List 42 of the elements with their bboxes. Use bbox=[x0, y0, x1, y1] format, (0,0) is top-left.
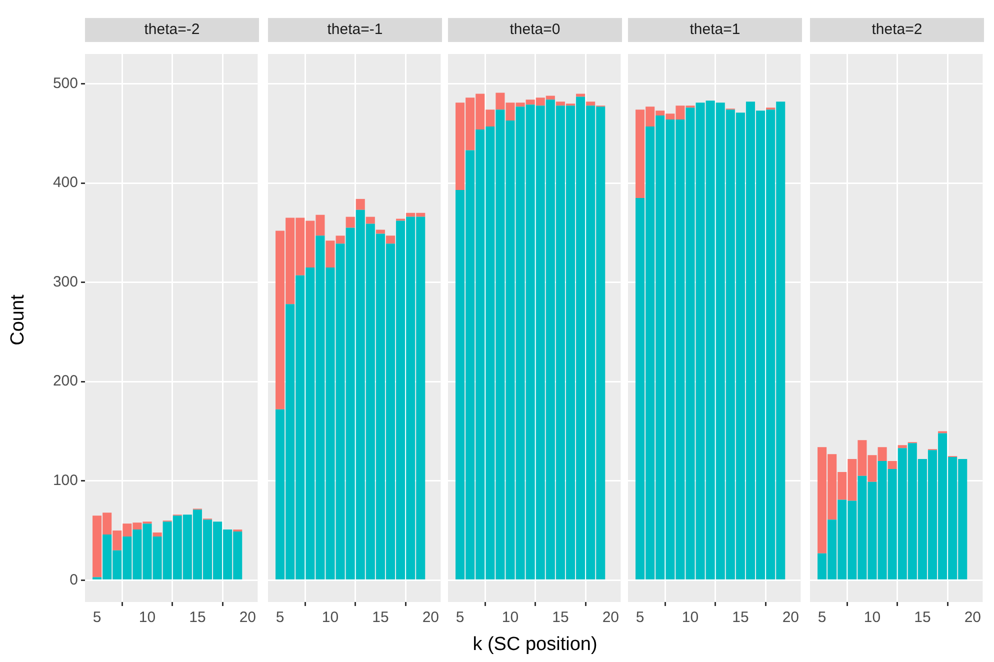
bar bbox=[376, 230, 385, 234]
y-tick-label: 400 bbox=[52, 174, 78, 192]
bar bbox=[898, 445, 907, 448]
bar bbox=[386, 236, 396, 244]
x-tick-label: 15 bbox=[552, 609, 569, 626]
bar bbox=[576, 94, 586, 97]
x-axis-title: k (SC position) bbox=[472, 634, 598, 656]
x-tick-label: 5 bbox=[456, 609, 464, 626]
bar bbox=[586, 102, 596, 106]
x-tick-label: 10 bbox=[864, 609, 881, 626]
x-tick-label: 10 bbox=[322, 609, 339, 626]
y-tick-label: 100 bbox=[52, 472, 78, 490]
x-tick-label: 20 bbox=[422, 609, 439, 626]
chart-title: theta=-2 bbox=[85, 18, 259, 42]
x-tick-label: 20 bbox=[602, 609, 619, 626]
chart-title: theta=1 bbox=[628, 18, 802, 42]
bar bbox=[346, 216, 355, 228]
y-tick-label: 0 bbox=[70, 571, 78, 588]
x-tick-label: 15 bbox=[914, 609, 931, 626]
y-axis-title: Count bbox=[6, 294, 29, 346]
y-tick-label: 200 bbox=[52, 372, 78, 390]
chart-title: theta=-1 bbox=[268, 18, 442, 42]
bar bbox=[888, 461, 897, 469]
y-tick-label: 500 bbox=[52, 74, 78, 92]
x-tick-label: 15 bbox=[372, 609, 389, 626]
bar bbox=[366, 216, 375, 224]
x-tick-label: 20 bbox=[964, 609, 981, 626]
x-tick-label: 10 bbox=[502, 609, 519, 626]
x-tick-label: 10 bbox=[138, 609, 156, 626]
chart-title: theta=2 bbox=[810, 18, 984, 42]
x-tick-label: 5 bbox=[92, 609, 102, 626]
x-tick-label: 20 bbox=[782, 609, 799, 626]
y-tick-label: 300 bbox=[52, 273, 78, 290]
x-tick-label: 5 bbox=[636, 609, 644, 626]
x-tick-label: 5 bbox=[818, 609, 826, 626]
bar bbox=[356, 198, 365, 210]
x-tick-label: 10 bbox=[682, 609, 699, 626]
x-tick-label: 15 bbox=[732, 609, 749, 626]
x-tick-label: 5 bbox=[276, 609, 284, 626]
x-tick-label: 20 bbox=[239, 609, 256, 626]
chart-title: theta=0 bbox=[448, 18, 622, 42]
x-tick-label: 15 bbox=[189, 609, 206, 626]
